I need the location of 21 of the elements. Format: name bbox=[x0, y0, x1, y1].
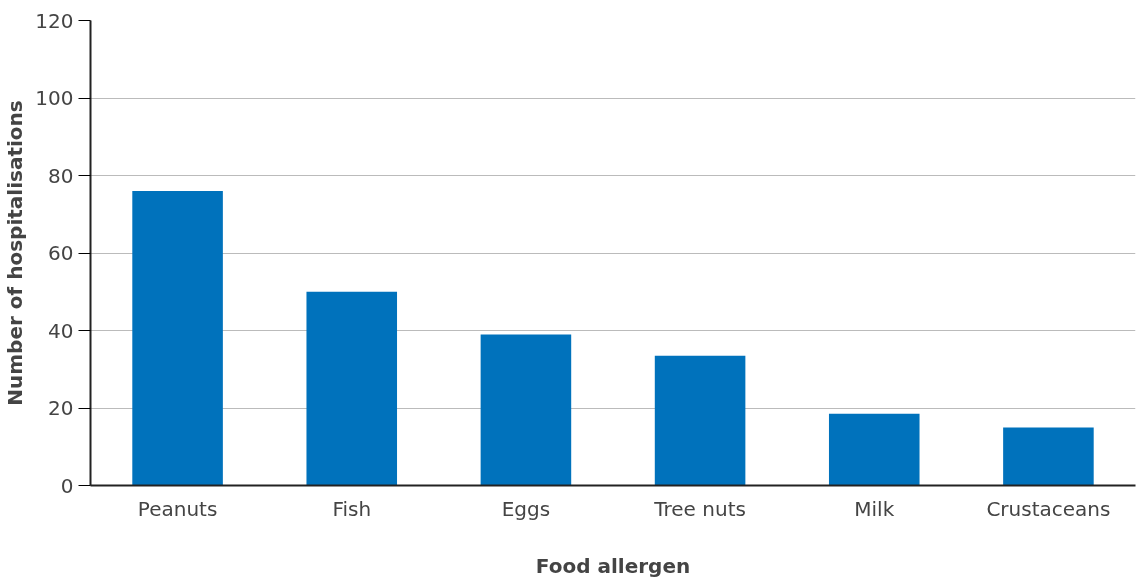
y-tick-label: 100 bbox=[35, 86, 74, 110]
x-axis-title: Food allergen bbox=[535, 553, 691, 578]
bar bbox=[654, 355, 746, 486]
bar bbox=[132, 191, 223, 486]
y-tick-label: 60 bbox=[48, 241, 74, 265]
bar bbox=[480, 334, 572, 486]
bar bbox=[1003, 427, 1094, 486]
x-tick-label: Milk bbox=[854, 496, 895, 521]
y-tick-label: 0 bbox=[60, 473, 74, 498]
y-tick-label: 40 bbox=[48, 318, 74, 343]
bar bbox=[828, 413, 920, 486]
y-axis-title: Number of hospitalisations bbox=[3, 100, 28, 406]
y-tick-label: 120 bbox=[35, 8, 74, 33]
y-tick-label: 80 bbox=[48, 163, 74, 188]
y-tick-label: 20 bbox=[48, 396, 74, 420]
x-tick-label: Eggs bbox=[501, 496, 551, 521]
x-tick-label: Fish bbox=[332, 496, 372, 521]
x-tick-label: Tree nuts bbox=[653, 496, 746, 521]
x-tick-label: Crustaceans bbox=[986, 496, 1111, 521]
bar bbox=[306, 291, 398, 486]
x-tick-label: Peanuts bbox=[137, 496, 218, 521]
